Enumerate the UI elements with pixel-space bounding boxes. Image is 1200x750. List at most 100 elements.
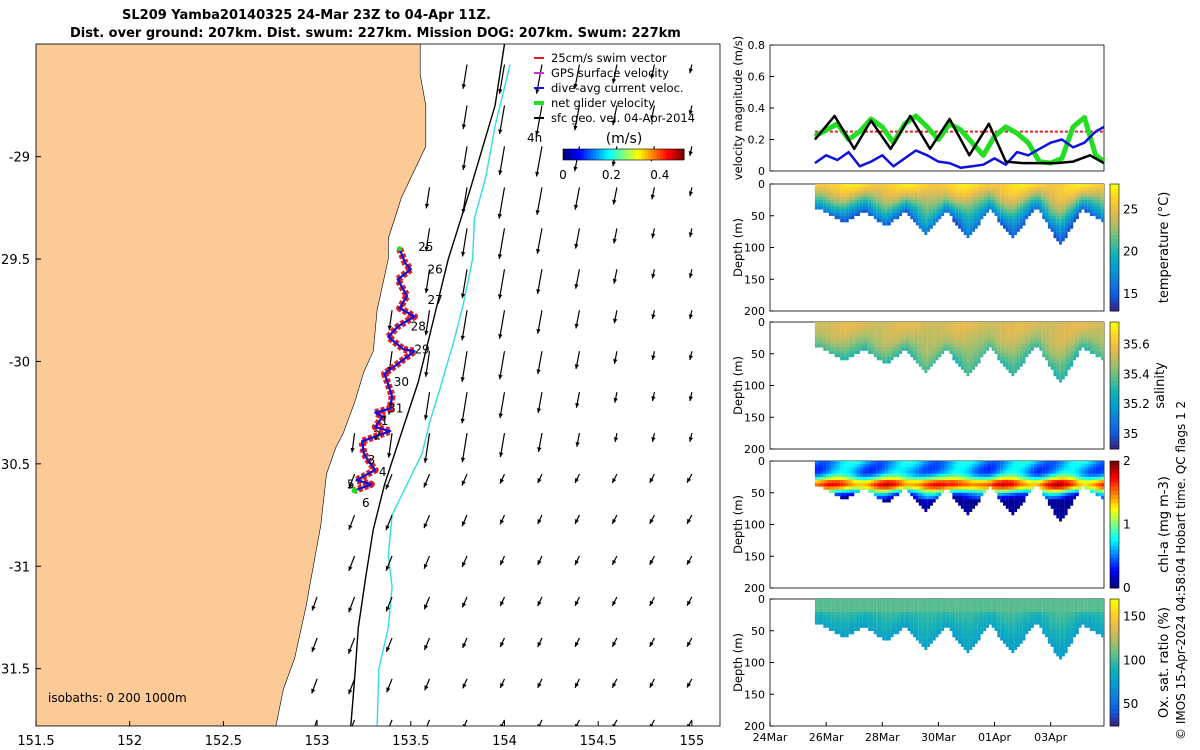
section-cell: [969, 322, 973, 326]
section-cell: [831, 334, 835, 339]
section-cell: [1008, 184, 1012, 188]
section-cell: [932, 483, 936, 487]
section-cell: [840, 190, 844, 194]
section-cell: [1003, 212, 1006, 216]
section-cell: [1064, 341, 1068, 345]
section-cell: [991, 599, 995, 603]
section-cell: [873, 347, 877, 351]
section-cell: [826, 614, 829, 619]
section-cell: [955, 605, 959, 609]
colorbar-tick: 35: [1123, 427, 1138, 441]
section-cell: [868, 618, 872, 622]
section-cell: [817, 473, 821, 478]
section-cell: [913, 190, 916, 194]
section-cell: [868, 489, 872, 493]
section-cell: [873, 489, 877, 493]
section-cell: [963, 360, 967, 364]
section-cell: [1078, 473, 1082, 478]
section-cell: [983, 190, 987, 194]
section-cell: [1067, 196, 1071, 201]
section-cell: [1059, 476, 1062, 481]
section-cell: [1064, 470, 1068, 474]
section-cell: [941, 476, 945, 481]
section-cell: [1000, 322, 1004, 326]
section-cell: [1019, 353, 1023, 358]
section-cell: [887, 611, 891, 616]
section-cell: [974, 624, 978, 628]
velocity-arrow: [461, 392, 468, 424]
section-cell: [1005, 480, 1009, 484]
colorbar-tick: 35.4: [1123, 367, 1150, 381]
section-cell: [876, 337, 880, 342]
section-cell: [854, 605, 858, 609]
section-cell: [963, 633, 967, 638]
section-cell: [1090, 344, 1093, 348]
section-cell: [817, 602, 821, 606]
section-cell: [1017, 499, 1020, 503]
section-cell: [921, 624, 925, 628]
section-cell: [997, 489, 1001, 493]
section-cell: [983, 206, 987, 210]
section-cell: [845, 209, 849, 213]
colorbar-cell: [1110, 334, 1119, 340]
section-cell: [843, 630, 846, 635]
section-cell: [890, 350, 894, 354]
section-cell: [918, 486, 922, 490]
section-cell: [820, 322, 824, 326]
section-cell: [932, 206, 936, 210]
section-cell: [904, 480, 908, 484]
section-cell: [941, 199, 945, 204]
colorbar-cell: [1110, 272, 1119, 278]
section-cell: [972, 640, 975, 644]
section-cell: [857, 605, 860, 609]
section-cell: [930, 637, 933, 641]
section-cell: [927, 470, 931, 474]
section-cell: [1014, 366, 1018, 370]
section-cell: [983, 350, 987, 354]
section-cell: [1005, 193, 1009, 197]
section-cell: [927, 190, 931, 194]
section-cell: [823, 184, 827, 188]
section-cell: [857, 328, 860, 332]
section-cell: [887, 473, 891, 478]
section-cell: [1056, 187, 1060, 191]
section-cell: [915, 218, 919, 223]
section-cell: [1036, 337, 1040, 342]
section-cell: [918, 328, 922, 332]
section-cell: [848, 608, 852, 612]
section-cell: [927, 325, 931, 329]
section-cell: [1050, 215, 1054, 220]
section-cell: [955, 624, 959, 628]
section-cell: [944, 331, 947, 335]
section-cell: [865, 480, 869, 484]
section-cell: [890, 337, 894, 342]
section-cell: [1039, 184, 1043, 188]
section-cell: [1019, 492, 1023, 497]
section-cell: [935, 602, 939, 606]
section-cell: [890, 461, 894, 465]
section-cell: [997, 199, 1001, 204]
section-cell: [980, 212, 984, 216]
section-cell: [834, 624, 838, 628]
section-cell: [840, 353, 844, 358]
section-cell: [991, 325, 995, 329]
section-cell: [887, 187, 891, 191]
section-cell: [1011, 325, 1015, 329]
section-cell: [1056, 464, 1060, 468]
section-cell: [1059, 480, 1062, 484]
section-cell: [938, 341, 942, 345]
section-cell: [868, 486, 872, 490]
section-cell: [904, 621, 908, 625]
section-cell: [963, 608, 967, 612]
section-cell: [1050, 502, 1054, 506]
section-cell: [974, 627, 978, 631]
section-cell: [1005, 215, 1009, 220]
section-cell: [974, 621, 978, 625]
section-cell: [918, 331, 922, 335]
section-cell: [1003, 328, 1006, 332]
section-cell: [831, 624, 835, 628]
section-cell: [1064, 328, 1068, 332]
section-cell: [871, 347, 874, 351]
section-cell: [823, 480, 827, 484]
colorbar-tick: 0.4: [650, 168, 669, 182]
